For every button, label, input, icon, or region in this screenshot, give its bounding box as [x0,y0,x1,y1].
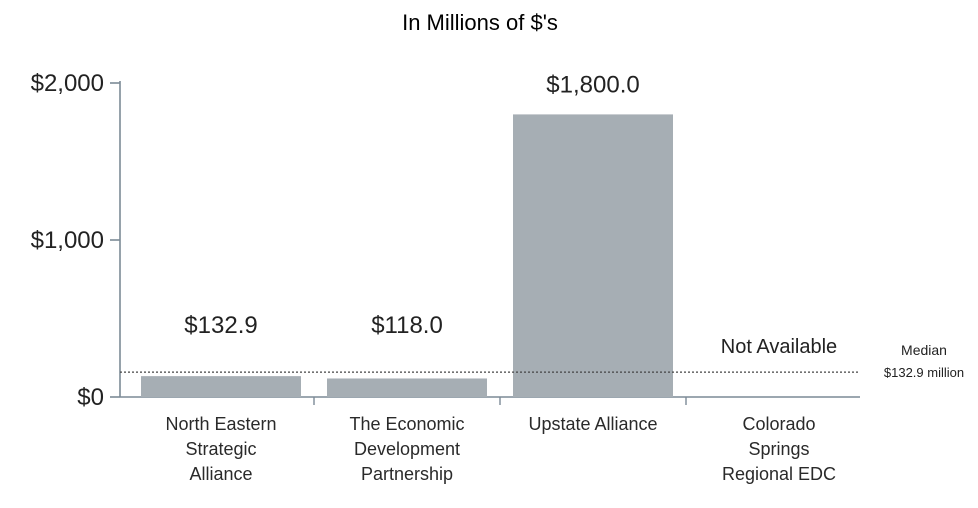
category-label: Colorado [742,414,815,434]
median-reference: Median $132.9 million [120,342,964,380]
category-label: Springs [748,439,809,459]
median-label: $132.9 million [884,365,964,380]
category-label: Strategic [185,439,256,459]
chart-title: In Millions of $'s [402,10,558,35]
chart-bars [141,114,673,398]
bar [327,378,487,397]
category-label: The Economic [349,414,464,434]
category-label: Alliance [189,464,252,484]
category-label: Upstate Alliance [528,414,657,434]
category-label: North Eastern [165,414,276,434]
y-tick-label: $1,000 [31,227,104,254]
chart-labels: $132.9 North Eastern Strategic Alliance $118… [165,71,837,484]
bar [513,114,673,398]
chart-axes: $0 $1,000 $2,000 [31,70,860,411]
median-label: Median [901,342,947,358]
y-tick-label: $2,000 [31,70,104,97]
data-label: $118.0 [371,312,443,339]
data-label: $1,800.0 [546,71,639,98]
category-label: Partnership [361,464,453,484]
y-tick-label: $0 [77,384,104,411]
data-label: $132.9 [184,312,257,339]
category-label: Development [354,439,460,459]
bar [141,376,301,397]
data-label: Not Available [721,336,837,358]
category-label: Regional EDC [722,464,836,484]
